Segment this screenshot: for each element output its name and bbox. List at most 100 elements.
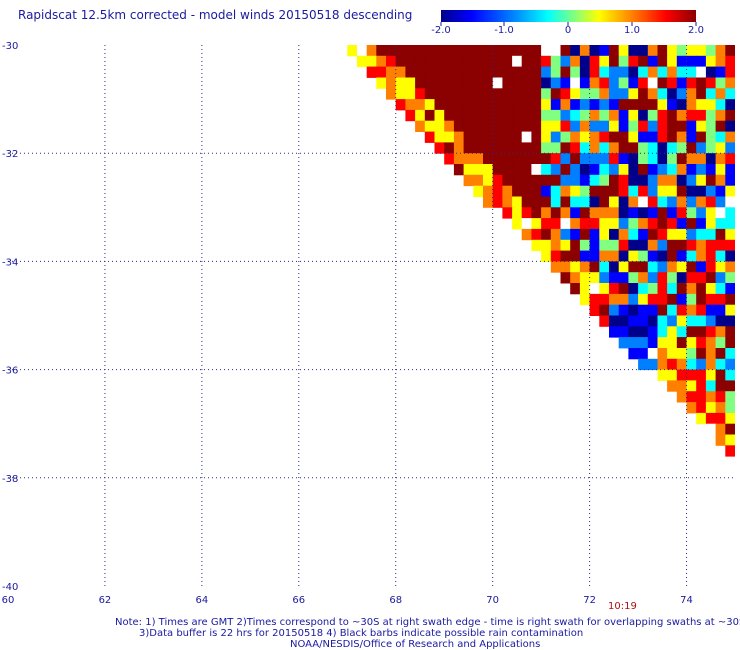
wind-cell xyxy=(579,45,591,57)
wind-cell xyxy=(725,272,735,284)
wind-cell xyxy=(415,88,426,100)
wind-cell xyxy=(725,131,735,143)
wind-cell xyxy=(570,131,581,143)
wind-cell xyxy=(531,88,542,100)
wind-cell xyxy=(453,66,465,78)
wind-cell xyxy=(628,153,639,165)
wind-cell xyxy=(541,45,552,57)
wind-cell xyxy=(696,164,707,176)
wind-cell xyxy=(512,45,523,57)
wind-cell xyxy=(424,55,435,68)
wind-cell xyxy=(395,77,406,89)
wind-cell xyxy=(560,207,571,219)
wind-cell xyxy=(550,45,561,57)
wind-cell xyxy=(589,261,600,273)
wind-cell xyxy=(405,99,416,111)
wind-cell xyxy=(715,272,726,284)
wind-cell xyxy=(492,55,503,68)
wind-cell xyxy=(686,207,697,219)
wind-cell xyxy=(483,55,494,68)
wind-cell xyxy=(667,261,678,273)
wind-cell xyxy=(696,99,707,111)
wind-cell xyxy=(483,153,494,165)
wind-cell xyxy=(609,315,620,327)
wind-cell xyxy=(541,66,552,78)
wind-cell xyxy=(570,120,581,132)
y-tick-label: -34 xyxy=(2,257,18,268)
wind-cell xyxy=(676,304,687,316)
wind-cell xyxy=(667,55,678,68)
wind-cell xyxy=(705,55,717,68)
wind-cell xyxy=(628,77,639,89)
wind-cell xyxy=(483,131,494,143)
wind-cell xyxy=(444,153,455,165)
wind-cell xyxy=(676,283,687,295)
wind-cell xyxy=(453,164,465,176)
wind-cell xyxy=(686,391,697,403)
wind-cell xyxy=(609,250,620,262)
wind-cell xyxy=(570,45,581,57)
wind-cell xyxy=(453,131,465,143)
wind-cell xyxy=(628,261,639,273)
wind-cell xyxy=(531,185,542,197)
wind-cell xyxy=(502,109,513,122)
wind-cell xyxy=(570,174,581,187)
wind-cell xyxy=(686,228,697,241)
wind-cell xyxy=(696,293,707,306)
wind-cell xyxy=(444,120,455,132)
wind-cell xyxy=(657,109,668,122)
wind-cell xyxy=(541,207,552,219)
wind-cell xyxy=(638,348,649,360)
wind-cell xyxy=(444,109,455,122)
wind-cell xyxy=(725,304,735,316)
wind-cell xyxy=(521,77,532,89)
data-cells xyxy=(347,45,735,457)
wind-cell xyxy=(589,99,600,111)
wind-cell xyxy=(599,77,610,89)
wind-cell xyxy=(686,402,697,414)
wind-cell xyxy=(531,45,542,57)
wind-cell xyxy=(725,228,735,241)
wind-cell xyxy=(521,164,532,176)
wind-cell xyxy=(676,358,687,371)
colorbar-tick-label: 2.0 xyxy=(688,25,704,36)
wind-cell xyxy=(609,120,620,132)
wind-cell xyxy=(560,272,571,284)
wind-cell xyxy=(657,337,668,349)
wind-cell xyxy=(628,228,639,241)
wind-cell xyxy=(628,120,639,132)
wind-cell xyxy=(609,131,620,143)
wind-cell xyxy=(463,164,474,176)
wind-cell xyxy=(725,380,735,392)
wind-cell xyxy=(667,315,678,327)
wind-cell xyxy=(512,55,523,68)
wind-cell xyxy=(705,196,717,208)
wind-cell xyxy=(560,55,571,68)
wind-cell xyxy=(560,185,571,197)
wind-cell xyxy=(512,88,523,100)
wind-cell xyxy=(657,153,668,165)
wind-cell xyxy=(628,337,639,349)
wind-cell xyxy=(512,153,523,165)
wind-cell xyxy=(647,337,658,349)
wind-cell xyxy=(628,55,639,68)
wind-cell xyxy=(647,228,658,241)
wind-cell xyxy=(696,153,707,165)
wind-cell xyxy=(725,402,735,414)
wind-cell xyxy=(599,304,610,316)
wind-cell xyxy=(647,207,658,219)
wind-cell xyxy=(579,55,591,68)
wind-cell xyxy=(579,142,591,154)
wind-cell xyxy=(628,196,639,208)
wind-cell xyxy=(725,153,735,165)
wind-cell xyxy=(502,120,513,132)
wind-cell xyxy=(579,228,591,241)
wind-cell xyxy=(395,55,406,68)
wind-cell xyxy=(521,218,532,230)
wind-cell xyxy=(676,228,687,241)
wind-cell xyxy=(676,142,687,154)
wind-cell xyxy=(589,120,600,132)
wind-cell xyxy=(618,337,629,349)
wind-cell xyxy=(676,272,687,284)
wind-cell xyxy=(473,109,484,122)
